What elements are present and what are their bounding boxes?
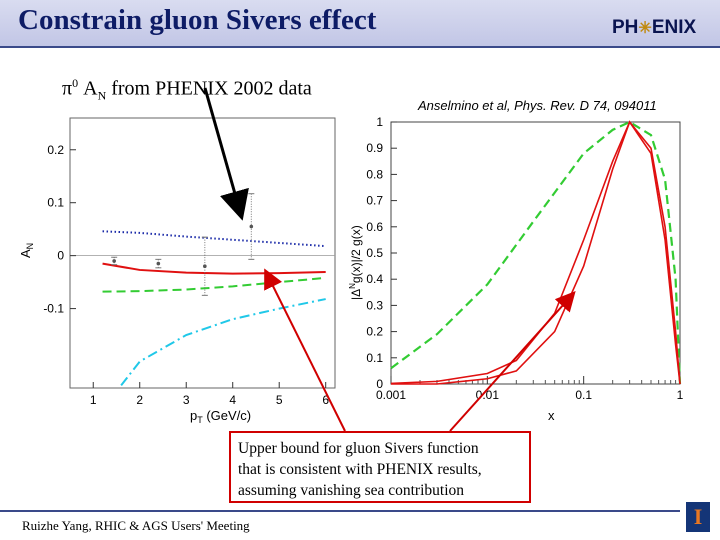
- chart2-ylabel: |ΔNg(x)|/2 g(x): [348, 225, 363, 300]
- chart2-frame: [390, 121, 681, 385]
- callout-arrow-right: [449, 291, 576, 432]
- footer-rule: [0, 510, 680, 512]
- chart1-ytick-label: 0.2: [47, 143, 64, 157]
- chart2-ytick-label: 0.9: [366, 141, 383, 155]
- chart2-ytick-label: 0.1: [366, 351, 383, 365]
- callout-line-2: that is consistent with PHENIX results,: [238, 461, 482, 478]
- chart1-xtick-label: 1: [90, 393, 97, 407]
- chart1-frame: [69, 117, 336, 389]
- chart1-series-solid: [102, 262, 326, 275]
- chart1-data-point: [249, 224, 254, 229]
- footer-text: Ruizhe Yang, RHIC & AGS Users' Meeting: [22, 518, 250, 533]
- chart1-ylabel: AN: [18, 243, 35, 258]
- chart1-xtick-label: 2: [136, 393, 143, 407]
- n-subscript: N: [97, 88, 107, 103]
- chart2-xtick-label: 0.01: [476, 388, 500, 402]
- chart2-ytick-label: 0.7: [366, 194, 383, 208]
- chart2-ytick-label: 0: [376, 377, 383, 391]
- chart2-series-dashed: [390, 120, 682, 385]
- chart2-ytick-label: 0.4: [366, 272, 383, 286]
- chart2-xlabel: x: [548, 408, 555, 423]
- a-letter: A: [83, 77, 98, 100]
- chart1-series-dotted: [102, 230, 326, 248]
- title-bar: [0, 0, 720, 48]
- chart2-ytick-label: 0.3: [366, 298, 383, 312]
- logo-left-text: PH: [612, 17, 639, 38]
- chart1-xtick-label: 3: [183, 393, 190, 407]
- slide-title: Constrain gluon Sivers effect: [18, 4, 377, 36]
- chart2-xtick-label: 0.001: [376, 388, 406, 402]
- subtitle-rest: from PHENIX 2002 data: [106, 77, 312, 100]
- chart1-data-point: [203, 264, 207, 269]
- callout-arrow-left: [264, 268, 346, 432]
- chart-an-vs-pt: 1 2 3 4 5 6 0.2 0.1 0 -0.1 AN pT (GeV/c): [18, 117, 336, 425]
- phenix-logo: PH✳ENIX: [612, 17, 696, 39]
- chart2-series-solid: [390, 120, 681, 385]
- pi-superscript: 0: [72, 76, 79, 90]
- chart1-ytick-label: 0.1: [47, 196, 64, 210]
- chart2-ytick-label: 0.6: [366, 220, 383, 234]
- chart1-data-point: [112, 259, 116, 263]
- chart2-xtick-label: 1: [677, 388, 684, 402]
- chart2-ytick-label: 0.5: [366, 246, 383, 260]
- chart2-ytick-label: 0.8: [366, 167, 383, 181]
- chart1-xtick-label: 6: [322, 393, 329, 407]
- chart1-ytick-label: 0: [57, 249, 64, 263]
- subtitle: π0 AN from PHENIX 2002 data: [62, 76, 312, 104]
- logo-right-text: ENIX: [651, 17, 697, 38]
- citation: Anselmino et al, Phys. Rev. D 74, 094011: [418, 98, 657, 113]
- university-logo: I: [686, 502, 710, 532]
- data-point-arrow: [203, 87, 249, 221]
- chart2-xtick-label: 0.1: [575, 388, 592, 402]
- chart1-xlabel: pT (GeV/c): [190, 408, 251, 425]
- callout-line-1: Upper bound for gluon Sivers function: [238, 440, 479, 457]
- callout-box: Upper bound for gluon Sivers function th…: [229, 431, 531, 503]
- logo-star-icon: ✳: [638, 20, 652, 37]
- chart1-data-point: [156, 261, 161, 266]
- chart1-ytick-label: -0.1: [43, 302, 64, 316]
- chart-sivers-ratio: 0.001 0.01 0.1 1 1 0.9 0.8 0.7 0.6 0.5 0.4 0.3 0.2 0.…: [348, 115, 684, 423]
- chart2-ytick-label: 1: [376, 115, 383, 129]
- chart2-series-solid: [391, 120, 681, 385]
- chart1-ylabel-sub: N: [25, 243, 35, 250]
- pi-symbol: π: [62, 77, 73, 100]
- callout-line-3: assuming vanishing sea contribution: [238, 482, 465, 499]
- chart1-series-dashed: [102, 276, 326, 293]
- chart2-ytick-label: 0.2: [366, 325, 383, 339]
- chart1-series-dashdot: [120, 298, 326, 386]
- chart1-xtick-label: 5: [276, 393, 283, 407]
- chart1-xtick-label: 4: [229, 393, 236, 407]
